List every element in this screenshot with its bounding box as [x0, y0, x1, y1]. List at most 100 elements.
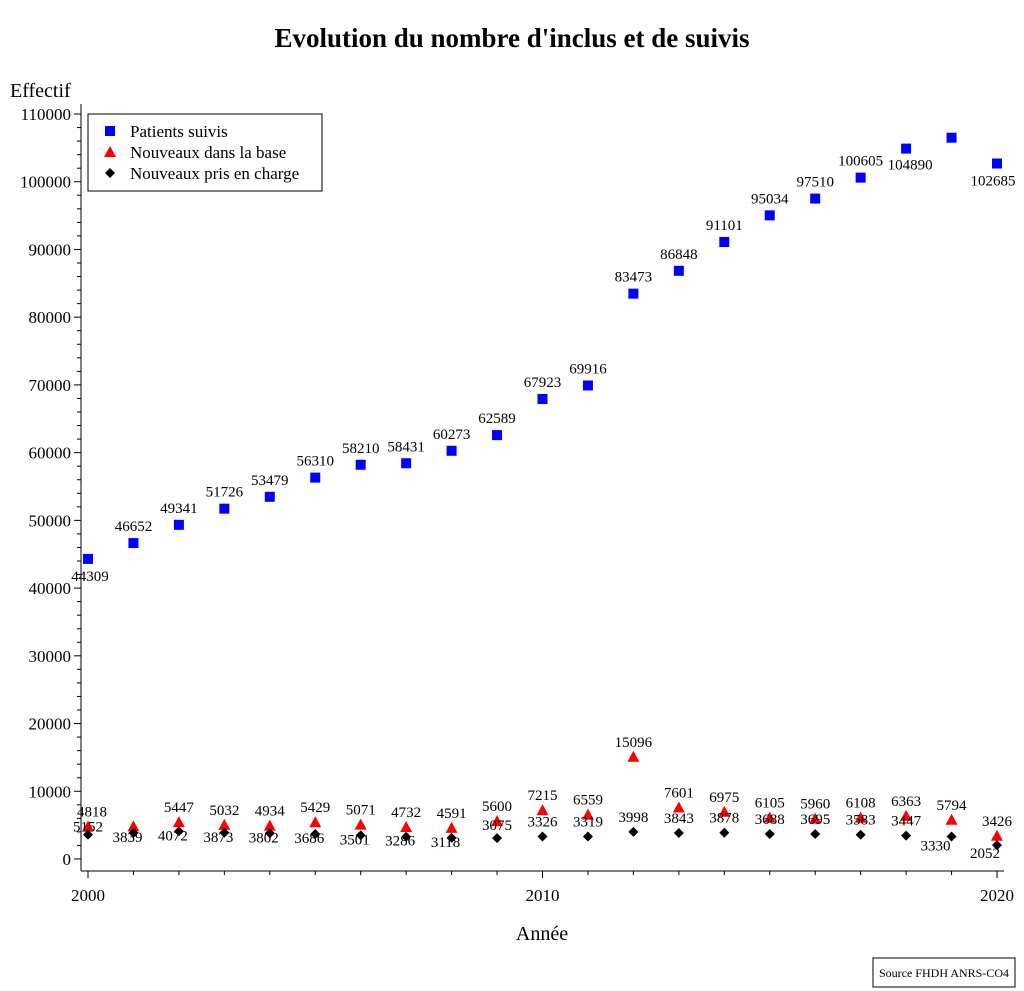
- data-label: 5794: [937, 798, 968, 814]
- point-triangle: [763, 811, 776, 823]
- data-label: 95034: [751, 191, 789, 207]
- point-square: [264, 491, 275, 502]
- data-label: 7601: [664, 786, 694, 802]
- data-label: 56310: [297, 454, 335, 470]
- point-triangle: [900, 809, 913, 821]
- point-triangle: [945, 813, 958, 825]
- point-diamond: [946, 831, 957, 842]
- data-label: 58210: [342, 441, 380, 457]
- point-square: [628, 288, 639, 299]
- point-triangle: [445, 821, 458, 833]
- x-tick-label: 2000: [71, 886, 105, 905]
- data-label: 58431: [387, 439, 425, 455]
- data-label: 86848: [660, 247, 698, 263]
- data-label: 3873: [203, 830, 233, 846]
- data-label: 6559: [573, 793, 603, 809]
- data-label: 49341: [160, 501, 198, 517]
- data-label: 6363: [891, 794, 921, 810]
- data-label: 6105: [755, 796, 785, 812]
- point-diamond: [810, 828, 821, 839]
- point-triangle: [400, 820, 413, 832]
- point-diamond: [264, 828, 275, 839]
- point-square: [492, 430, 503, 441]
- data-label: 5960: [800, 797, 830, 813]
- point-triangle: [536, 804, 549, 816]
- point-square: [582, 380, 593, 391]
- data-label: 60273: [433, 427, 471, 443]
- axes: 0 10000 20000 30000 40000 50000 60000 70000 8000…: [20, 104, 1014, 905]
- data-label: 3802: [249, 830, 279, 846]
- legend: Patients suivis Nouveaux dans la base Nouv…: [87, 113, 323, 192]
- data-label: 5071: [346, 803, 376, 819]
- data-label: 44309: [71, 569, 109, 585]
- data-label: 53479: [251, 473, 289, 489]
- point-square: [992, 158, 1002, 169]
- point-square: [310, 472, 321, 483]
- data-label: 6108: [846, 796, 876, 812]
- point-diamond: [628, 826, 639, 837]
- data-label: 5152: [73, 820, 103, 836]
- data-label: 3118: [431, 835, 460, 851]
- point-square: [83, 553, 93, 564]
- data-label: 3878: [709, 811, 739, 827]
- data-label: 69916: [569, 361, 607, 377]
- data-label: 3447: [891, 814, 922, 830]
- point-diamond: [128, 827, 139, 838]
- legend-frame: [87, 113, 323, 192]
- point-triangle: [672, 801, 685, 813]
- point-diamond: [83, 829, 93, 840]
- y-axis-title: Effectif: [10, 80, 71, 102]
- point-triangle: [82, 820, 94, 832]
- point-diamond: [855, 829, 866, 840]
- data-label: 100605: [838, 154, 883, 170]
- data-label: 5600: [482, 799, 512, 815]
- point-diamond: [219, 827, 230, 838]
- data-label: 4934: [255, 804, 286, 820]
- point-square: [173, 519, 184, 530]
- data-label: 3319: [573, 815, 603, 831]
- source-text: Source FHDH ANRS-CO4: [879, 966, 1009, 980]
- data-label: 83473: [615, 270, 653, 286]
- data-label: 3688: [755, 812, 785, 828]
- point-square: [764, 210, 775, 221]
- data-label: 15096: [615, 735, 653, 751]
- data-label: 4591: [437, 806, 467, 822]
- point-triangle: [854, 811, 867, 823]
- x-tick-label: 2020: [980, 886, 1014, 905]
- data-label: 3843: [664, 811, 694, 827]
- point-triangle: [172, 816, 185, 828]
- y-tick-label: 70000: [29, 376, 72, 395]
- source-box: Source FHDH ANRS-CO4: [872, 957, 1016, 988]
- point-diamond: [992, 840, 1002, 851]
- point-triangle: [627, 750, 640, 762]
- point-square: [855, 172, 866, 183]
- data-label: 6975: [709, 790, 739, 806]
- point-triangle: [263, 819, 276, 831]
- legend-marker-triangle: [104, 146, 116, 157]
- y-tick-label: 60000: [29, 444, 72, 463]
- data-label: 4072: [158, 828, 188, 844]
- x-tick-label: 2010: [526, 886, 560, 905]
- data-label: 3326: [528, 814, 559, 830]
- data-label: 3686: [294, 831, 325, 847]
- data-label: 67923: [524, 375, 562, 391]
- data-label: 2052: [970, 846, 1000, 862]
- point-triangle: [309, 816, 322, 828]
- data-label: 4732: [391, 805, 421, 821]
- x-axis-title: Année: [516, 923, 568, 945]
- point-triangle: [718, 805, 731, 817]
- data-labels: 44309 46652 49341 51726 53479 56310 58210 58431…: [71, 154, 1015, 862]
- data-label: 3998: [618, 810, 648, 826]
- point-diamond: [582, 831, 593, 842]
- data-label: 3583: [846, 813, 876, 829]
- point-square: [673, 265, 684, 276]
- point-square: [810, 193, 821, 204]
- legend-label: Nouveaux pris en charge: [130, 164, 299, 183]
- point-triangle: [354, 818, 367, 830]
- point-square: [401, 458, 412, 469]
- point-diamond: [673, 827, 684, 838]
- data-label: 97510: [796, 175, 834, 191]
- point-diamond: [310, 829, 321, 840]
- legend-marker-square: [105, 126, 115, 136]
- point-square: [901, 143, 912, 154]
